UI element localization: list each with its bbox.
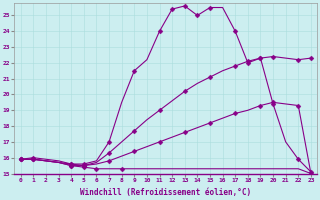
X-axis label: Windchill (Refroidissement éolien,°C): Windchill (Refroidissement éolien,°C): [80, 188, 252, 197]
